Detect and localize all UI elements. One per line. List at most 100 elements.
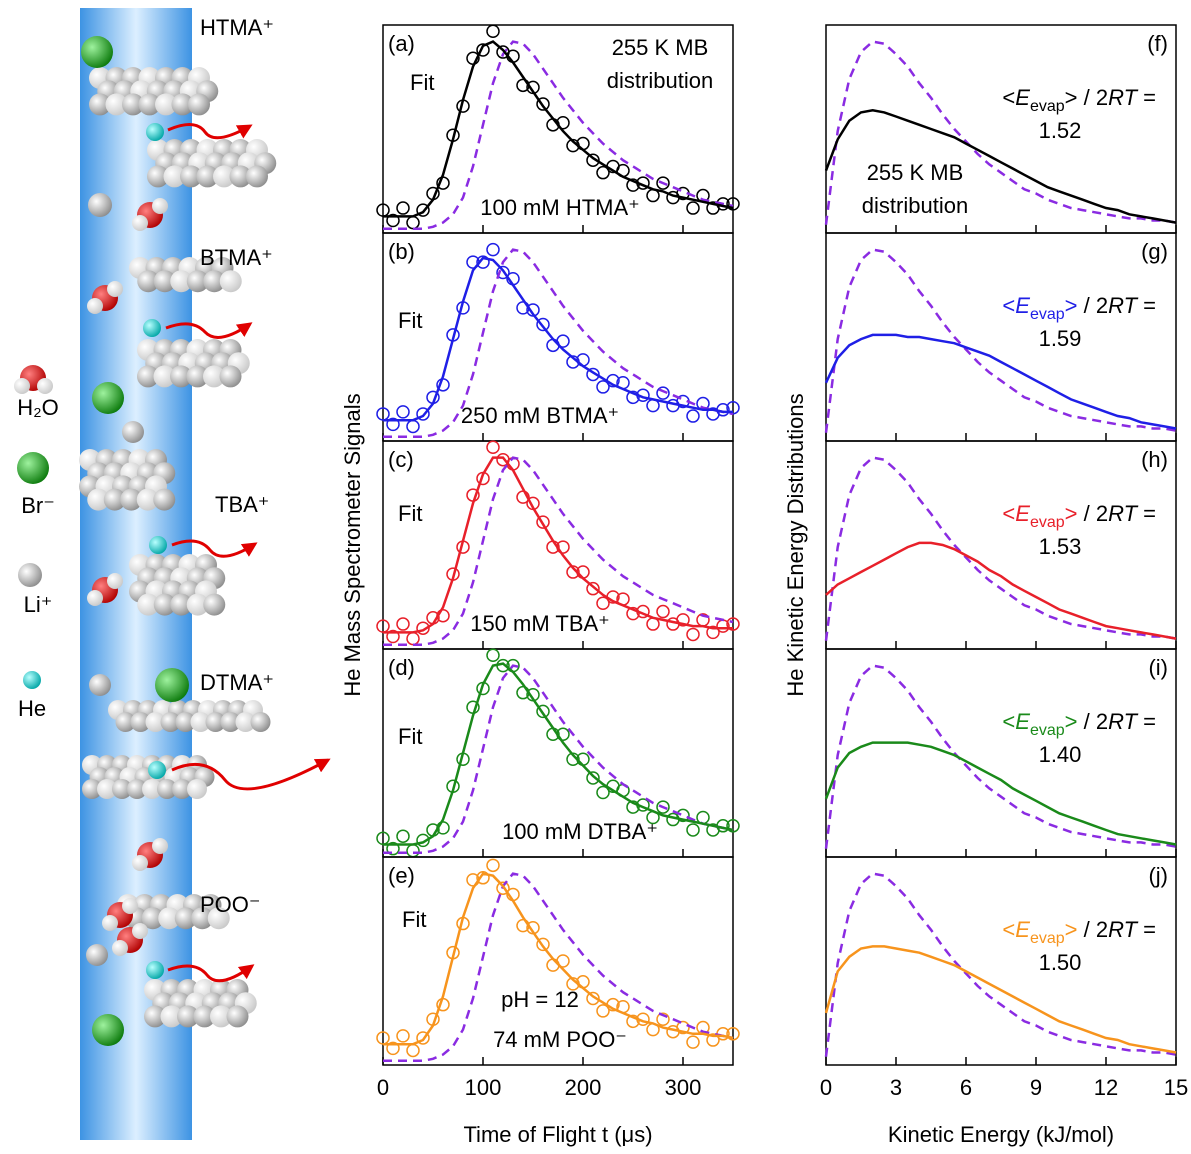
data-point: [416, 621, 430, 635]
sphere: [246, 165, 268, 188]
sphere: [88, 193, 112, 217]
sphere: [153, 365, 176, 388]
ratio-label-part: >: [1065, 85, 1078, 110]
mb-label: 255 K MB: [612, 35, 709, 60]
ratio-value: 1.52: [1039, 118, 1082, 143]
sphere: [37, 378, 53, 394]
sphere: [174, 907, 197, 930]
plot-area: [376, 24, 740, 231]
sphere: [191, 907, 214, 930]
data-point: [676, 1020, 690, 1035]
sphere: [137, 270, 160, 293]
sphere: [149, 536, 167, 554]
panel-label: (g): [1141, 239, 1168, 264]
ratio-label-part: >: [1065, 709, 1078, 734]
sphere: [87, 590, 103, 606]
sphere: [180, 165, 202, 188]
ratio-value: 1.40: [1039, 742, 1082, 767]
sphere: [152, 198, 168, 214]
sphere: [144, 1005, 166, 1028]
panel-frame: [825, 856, 1177, 1066]
data-point: [596, 380, 610, 394]
sphere: [97, 779, 117, 799]
data-point: [676, 613, 690, 627]
sphere: [141, 907, 164, 930]
sphere: [186, 593, 209, 616]
sphere: [158, 907, 181, 930]
sphere: [196, 165, 219, 188]
series-label: Fit: [398, 308, 422, 333]
ratio-label-part: E: [1015, 293, 1030, 318]
fit-curve: [383, 662, 734, 846]
mb-label: 255 K MB: [867, 160, 964, 185]
fit-curve: [383, 40, 734, 218]
ratio-label-part: evap: [1030, 722, 1065, 739]
sample-label: 74 mM POO⁻: [493, 1027, 627, 1052]
data-point: [626, 800, 640, 814]
data-point: [536, 515, 550, 529]
mb-label: distribution: [862, 193, 968, 218]
fit-curve: [383, 256, 733, 422]
mb-curve: [824, 248, 1177, 433]
fit-curve: [824, 741, 1177, 846]
data-point: [386, 417, 400, 432]
ion-label: BTMA⁺: [200, 245, 273, 270]
data-point: [406, 1043, 420, 1058]
legend-label: Li⁺: [24, 592, 53, 617]
ratio-label-part: E: [1015, 501, 1030, 526]
sphere: [170, 593, 193, 616]
data-point: [486, 440, 500, 454]
panel-label: (f): [1147, 31, 1168, 56]
sphere: [112, 940, 128, 956]
ratio-label-part: evap: [1030, 514, 1065, 531]
x-tick-label: 200: [565, 1075, 602, 1100]
sphere: [160, 1005, 183, 1028]
sphere: [89, 674, 111, 696]
sphere: [82, 779, 102, 799]
ratio-label-part: / 2: [1078, 85, 1109, 110]
series-label: Fit: [410, 70, 434, 95]
mb-curve: [383, 872, 734, 1063]
sphere: [147, 165, 169, 188]
ratio-label-part: =: [1137, 709, 1156, 734]
mb-curve: [824, 664, 1177, 849]
ratio-label-part: =: [1137, 501, 1156, 526]
sphere: [172, 779, 192, 799]
panel-label: (b): [388, 239, 415, 264]
data-point: [396, 1029, 410, 1043]
sphere: [203, 270, 226, 293]
plot-area: [824, 872, 1177, 1057]
series-label: Fit: [398, 501, 422, 526]
sphere: [153, 593, 176, 616]
sphere: [115, 712, 136, 732]
data-point: [656, 386, 670, 400]
sample-label: 100 mM DTBA⁺: [502, 819, 658, 844]
fit-curve: [825, 541, 1177, 640]
legend-label: Br⁻: [21, 493, 55, 518]
data-point: [396, 617, 410, 631]
panel-frame: [382, 856, 734, 1066]
sphere: [18, 563, 42, 587]
sphere: [137, 593, 160, 616]
ratio-label-part: evap: [1030, 306, 1065, 323]
y-axis-title: He Mass Spectrometer Signals: [340, 393, 365, 696]
sphere: [235, 712, 256, 732]
fit-curve: [824, 109, 1177, 224]
ratio-label: <Eevap> / 2RT =: [1002, 85, 1156, 115]
data-point: [396, 829, 410, 843]
sphere: [193, 1005, 216, 1028]
data-point: [556, 954, 570, 968]
sphere: [219, 270, 242, 293]
data-point: [386, 213, 400, 228]
ratio-label: <Eevap> / 2RT =: [1002, 917, 1156, 947]
sphere: [132, 215, 148, 231]
sphere: [148, 761, 166, 779]
sphere: [122, 93, 144, 116]
ratio-label-part: RT: [1108, 293, 1138, 318]
sphere: [210, 1005, 232, 1028]
sphere: [122, 898, 138, 914]
illustration: HTMA⁺ BTMA⁺ TBA⁺ DTMA⁺ POO⁻ H₂O Br⁻ Li⁺ He: [14, 15, 331, 1046]
flight-arrow: [165, 322, 253, 339]
data-point: [626, 1014, 640, 1029]
sphere: [143, 319, 161, 337]
